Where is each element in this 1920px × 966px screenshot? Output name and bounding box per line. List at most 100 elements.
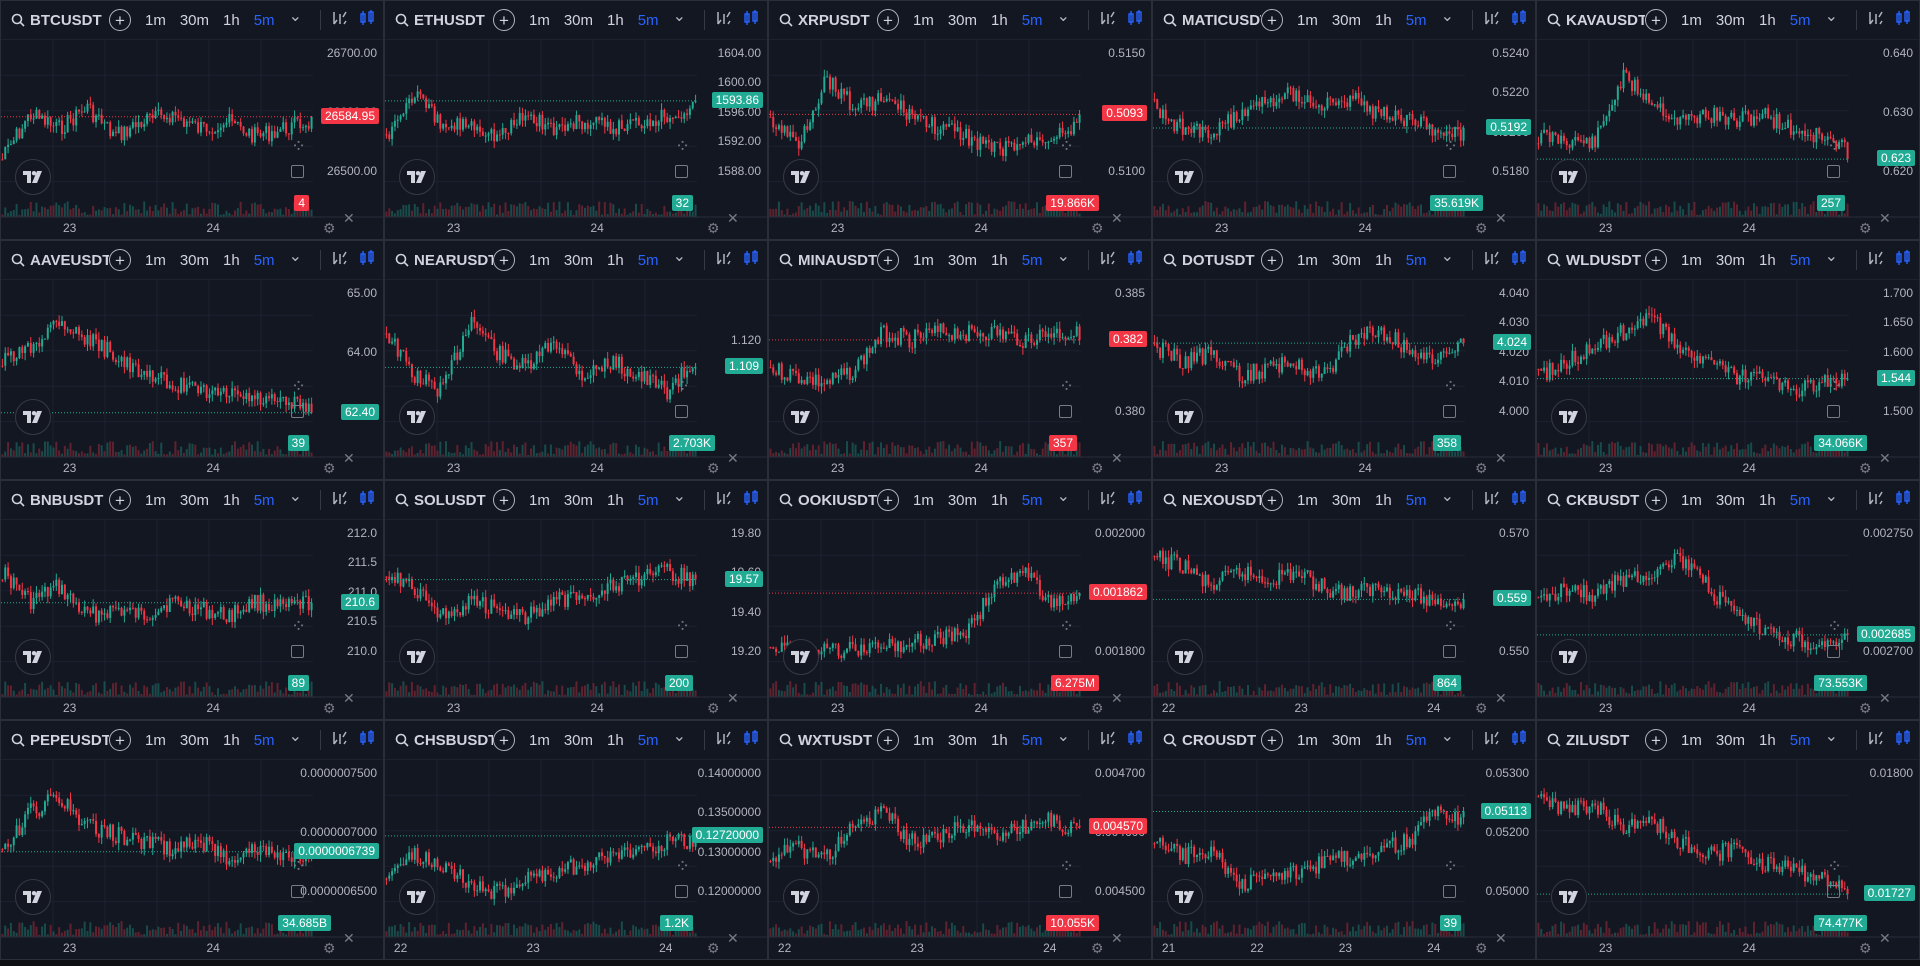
symbol-search[interactable]: KAVAUSDT — [1547, 12, 1645, 29]
chevron-down-icon[interactable]: ⌄ — [1440, 248, 1454, 265]
candles-icon[interactable] — [1127, 249, 1143, 271]
symbol-search[interactable]: OOKIUSDT — [779, 492, 877, 509]
symbol-search[interactable]: MINAUSDT — [779, 252, 877, 269]
interval-1m[interactable]: 1m — [1681, 11, 1702, 29]
interval-1h[interactable]: 1h — [607, 11, 624, 29]
close-icon[interactable]: ✕ — [1879, 210, 1891, 226]
interval-1m[interactable]: 1m — [529, 251, 550, 269]
add-compare-icon[interactable]: + — [1261, 249, 1283, 271]
close-icon[interactable]: ✕ — [1111, 690, 1123, 706]
interval-5m[interactable]: 5m — [637, 11, 659, 29]
candles-icon[interactable] — [1511, 9, 1527, 31]
tradingview-logo-icon[interactable] — [783, 639, 819, 675]
chevron-down-icon[interactable]: ⌄ — [1824, 8, 1838, 25]
interval-30m[interactable]: 30m — [947, 11, 978, 29]
add-compare-icon[interactable]: + — [493, 489, 515, 511]
settings-icon[interactable]: ⚙ — [1091, 220, 1104, 236]
indicators-icon[interactable] — [1483, 9, 1501, 31]
chart-panel[interactable]: MINAUSDT +1m 30m 1h 5m ⌄ 0.385 0.380 23 24 0.382 35… — [768, 240, 1152, 480]
chart-panel[interactable]: BTCUSDT+1m30m1h5m⌄26700.0026600.0026500.… — [0, 0, 384, 240]
interval-5m[interactable]: 5m — [1405, 491, 1427, 509]
settings-icon[interactable]: ⚙ — [707, 460, 720, 476]
grid-icon[interactable]: ⁘ — [1059, 376, 1075, 396]
candles-icon[interactable] — [359, 249, 375, 271]
chart-panel[interactable]: BNBUSDT +1m 30m 1h 5m ⌄ 212.0 211.5 211.0 210.5 21… — [0, 480, 384, 720]
interval-1m[interactable]: 1m — [529, 11, 550, 29]
grid-icon[interactable]: ⁘ — [291, 136, 307, 156]
settings-icon[interactable]: ⚙ — [1091, 700, 1104, 716]
settings-icon[interactable]: ⚙ — [1475, 220, 1488, 236]
grid-icon[interactable]: ⁘ — [1059, 616, 1075, 636]
symbol-search[interactable]: MATICUSDT — [1163, 12, 1261, 29]
settings-icon[interactable]: ⚙ — [1091, 460, 1104, 476]
symbol-search[interactable]: XRPUSDT — [779, 12, 877, 29]
tradingview-logo-icon[interactable] — [1551, 159, 1587, 195]
chart-panel[interactable]: DOTUSDT +1m 30m 1h 5m ⌄ 4.040 4.030 4.020 4.010 4.… — [1152, 240, 1536, 480]
tradingview-logo-icon[interactable] — [1167, 399, 1203, 435]
interval-30m[interactable]: 30m — [947, 491, 978, 509]
tradingview-logo-icon[interactable] — [15, 399, 51, 435]
candles-icon[interactable] — [743, 249, 759, 271]
interval-5m[interactable]: 5m — [253, 491, 275, 509]
square-icon[interactable] — [1059, 165, 1072, 178]
interval-5m[interactable]: 5m — [1021, 491, 1043, 509]
square-icon[interactable] — [291, 405, 304, 418]
tradingview-logo-icon[interactable] — [15, 639, 51, 675]
interval-30m[interactable]: 30m — [563, 11, 594, 29]
close-icon[interactable]: ✕ — [727, 450, 739, 466]
chevron-down-icon[interactable]: ⌄ — [1056, 8, 1070, 25]
indicators-icon[interactable] — [1099, 249, 1117, 271]
interval-5m[interactable]: 5m — [1789, 251, 1811, 269]
interval-30m[interactable]: 30m — [563, 251, 594, 269]
tradingview-logo-icon[interactable] — [399, 639, 435, 675]
square-icon[interactable] — [1059, 645, 1072, 658]
grid-icon[interactable]: ⁘ — [1827, 136, 1843, 156]
interval-1h[interactable]: 1h — [991, 251, 1008, 269]
candlestick-plot[interactable] — [1, 520, 384, 720]
grid-icon[interactable]: ⁘ — [1059, 136, 1075, 156]
interval-1h[interactable]: 1h — [991, 11, 1008, 29]
interval-30m[interactable]: 30m — [1331, 251, 1362, 269]
add-compare-icon[interactable]: + — [1261, 489, 1283, 511]
interval-5m[interactable]: 5m — [1021, 251, 1043, 269]
tradingview-logo-icon[interactable] — [15, 159, 51, 195]
square-icon[interactable] — [291, 645, 304, 658]
interval-1m[interactable]: 1m — [913, 251, 934, 269]
candles-icon[interactable] — [1895, 9, 1911, 31]
candles-icon[interactable] — [1127, 489, 1143, 511]
square-icon[interactable] — [291, 165, 304, 178]
indicators-icon[interactable] — [331, 9, 349, 31]
interval-30m[interactable]: 30m — [1715, 251, 1746, 269]
interval-1m[interactable]: 1m — [1297, 11, 1318, 29]
settings-icon[interactable]: ⚙ — [1475, 460, 1488, 476]
add-compare-icon[interactable]: + — [493, 249, 515, 271]
tradingview-logo-icon[interactable] — [783, 159, 819, 195]
candles-icon[interactable] — [1511, 489, 1527, 511]
indicators-icon[interactable] — [1483, 249, 1501, 271]
candles-icon[interactable] — [743, 9, 759, 31]
settings-icon[interactable]: ⚙ — [1859, 220, 1872, 236]
candles-icon[interactable] — [1895, 249, 1911, 271]
candles-icon[interactable] — [743, 489, 759, 511]
interval-1h[interactable]: 1h — [1375, 251, 1392, 269]
interval-1h[interactable]: 1h — [607, 251, 624, 269]
square-icon[interactable] — [675, 165, 688, 178]
tradingview-logo-icon[interactable] — [783, 399, 819, 435]
settings-icon[interactable]: ⚙ — [707, 700, 720, 716]
indicators-icon[interactable] — [1867, 9, 1885, 31]
candlestick-plot[interactable] — [385, 40, 768, 240]
close-icon[interactable]: ✕ — [727, 690, 739, 706]
interval-5m[interactable]: 5m — [1789, 11, 1811, 29]
chart-panel[interactable]: SOLUSDT+1m30m1h5m⌄19.8019.6019.4019.2023… — [384, 480, 768, 720]
chevron-down-icon[interactable]: ⌄ — [1440, 488, 1454, 505]
add-compare-icon[interactable]: + — [493, 9, 515, 31]
indicators-icon[interactable] — [715, 489, 733, 511]
candles-icon[interactable] — [1127, 9, 1143, 31]
interval-1m[interactable]: 1m — [1681, 251, 1702, 269]
interval-1m[interactable]: 1m — [913, 11, 934, 29]
symbol-search[interactable]: AAVEUSDT — [11, 252, 109, 269]
interval-1h[interactable]: 1h — [991, 491, 1008, 509]
square-icon[interactable] — [675, 405, 688, 418]
chart-panel[interactable]: KAVAUSDT +1m 30m 1h 5m ⌄ 0.640 0.630 0.620 23 24 0.… — [1536, 0, 1920, 240]
settings-icon[interactable]: ⚙ — [1859, 460, 1872, 476]
